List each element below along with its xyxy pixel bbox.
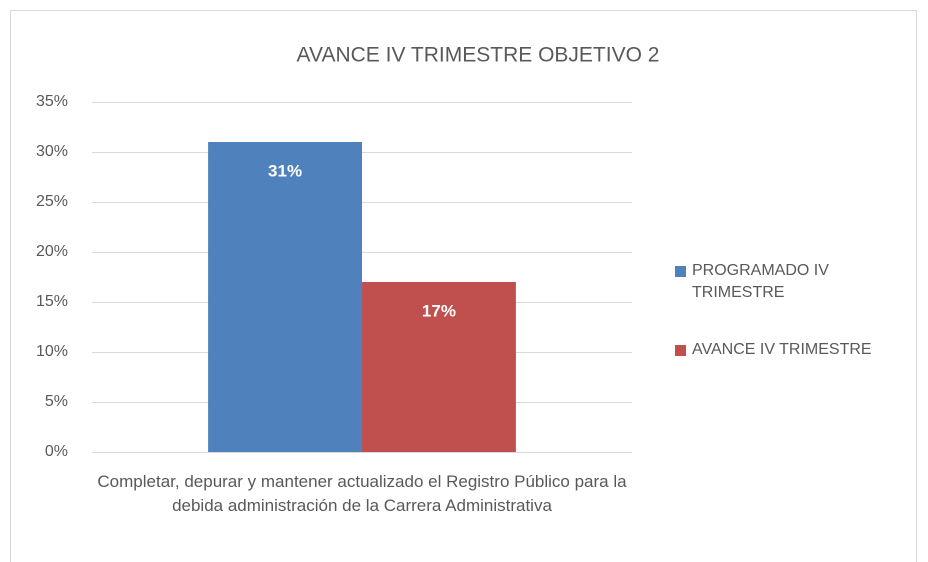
y-tick-label: 5% <box>45 393 68 410</box>
y-tick-label: 35% <box>36 93 68 110</box>
data-label: 17% <box>422 301 456 320</box>
y-tick-label: 0% <box>45 443 68 460</box>
chart-title: AVANCE IV TRIMESTRE OBJETIVO 2 <box>297 44 660 67</box>
legend-label: PROGRAMADO IV TRIMESTRE <box>692 262 829 301</box>
y-tick-label: 15% <box>36 293 68 310</box>
bar <box>362 282 516 452</box>
y-tick-label: 20% <box>36 243 68 260</box>
y-tick-label: 10% <box>36 343 68 360</box>
legend-swatch <box>675 345 686 356</box>
x-tick-label: Completar, depurar y mantener actualizad… <box>97 472 627 515</box>
y-tick-label: 25% <box>36 193 68 210</box>
legend-swatch <box>675 266 686 277</box>
chart-border <box>10 10 917 562</box>
y-tick-label: 30% <box>36 143 68 160</box>
bar <box>208 142 362 452</box>
data-label: 31% <box>268 161 302 180</box>
legend-label: AVANCE IV TRIMESTRE <box>692 341 872 358</box>
